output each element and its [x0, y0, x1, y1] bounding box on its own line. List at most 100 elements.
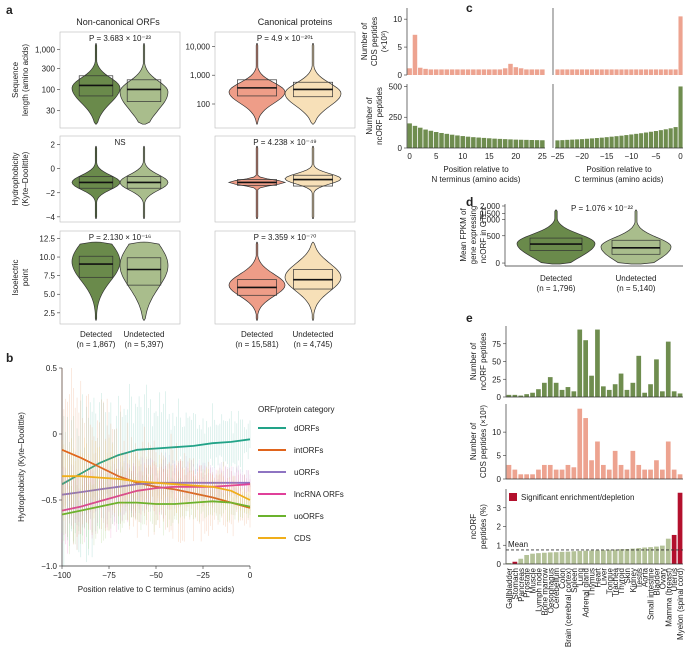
e-bottom-bar-28 [671, 534, 677, 564]
c-bottom-right-bar-13 [619, 135, 624, 148]
e-ylabel-line: peptides (%) [479, 504, 488, 549]
c-top-left-bar-25 [540, 69, 545, 75]
e-bottom-bar-27 [665, 538, 671, 564]
b-legend-label-uORFs: uORFs [294, 468, 319, 477]
e-bottom-bar-4 [530, 553, 535, 564]
c-left-xtick-5: 25 [538, 152, 547, 161]
c-top-right-bar-11 [609, 69, 614, 75]
c-top-right-bar-12 [614, 69, 619, 75]
e-mid-bar-9 [559, 469, 565, 479]
c-bottom-left-bar-15 [487, 138, 492, 148]
a-pvalue-right-r1: P = 4.238 × 10⁻⁴⁹ [253, 138, 316, 147]
a-ytick-label-r0-1: 300 [42, 64, 56, 73]
a-frame-r0-c0 [59, 31, 181, 129]
c-bottom-left-bar-14 [481, 137, 487, 148]
e-category-label-18: Trachea [611, 567, 620, 597]
a-ylabel-r0: Sequencelength (amino acids) [11, 44, 30, 116]
e-category-label-13: Adrenal gland [582, 568, 591, 617]
e-mid-bar-22 [636, 464, 642, 479]
c-bottom-left-bar-1 [412, 125, 418, 148]
e-top-bar-27 [665, 341, 671, 397]
c-top-right-bar-0 [555, 69, 560, 75]
b-xtick-label-3: −25 [196, 571, 210, 580]
b-series-line-lncRNA [61, 483, 251, 512]
c-right-xtick-2: −15 [600, 152, 614, 161]
a-r0-c0-g1-violin [119, 43, 169, 125]
e-mid-ylabel: Number ofCDS peptides (×10³) [469, 405, 488, 478]
e-top-bar-3 [524, 394, 529, 397]
e-mid-bar-25 [654, 460, 659, 479]
e-category-label-3: Prostate [523, 567, 532, 597]
c-ylabel-line: CDS peptides [370, 17, 379, 66]
e-bottom-bar-21 [630, 548, 636, 564]
c-bottom-left-bar-24 [534, 140, 540, 148]
a-r0-c1-g1-violin [284, 43, 342, 125]
e-mid-bar-28 [671, 469, 677, 479]
e-top-bar-7 [547, 377, 553, 397]
a-frame-r1-c1 [214, 135, 356, 223]
c-top-right-bar-24 [673, 69, 678, 75]
a-ylabel-line: (Kyte–Doolittle) [21, 151, 30, 206]
c-top-right-bar-1 [560, 69, 565, 75]
e-top-bar-25 [654, 359, 659, 397]
a-ylabel-line: Hydrophobicity [11, 153, 20, 206]
a-ytick-label-r1-0: 2 [51, 141, 56, 150]
e-top-bar-9 [559, 389, 565, 397]
b-xlabel: Position relative to C terminus (amino a… [78, 585, 235, 594]
e-top-bar-16 [601, 386, 606, 397]
a-group-right-0: Detected [241, 330, 273, 339]
c-bottom-ytick-label-0: 500 [389, 82, 403, 91]
c-top-right-bar-2 [565, 69, 570, 75]
panel-b-line: −100 −75 −50 −25 0 0.5 0 −0.5 −1.0 Hydrophobicity… [17, 364, 344, 594]
e-bottom-ytick-label-3: 0 [497, 560, 502, 569]
c-bottom-ytick-label-1: 250 [389, 113, 403, 122]
e-bottom-bar-1 [512, 561, 518, 564]
e-bottom-ytick-label-2: 1 [497, 541, 502, 550]
c-top-right-bar-16 [634, 69, 639, 75]
a-ylabel-line: length (amino acids) [21, 44, 30, 116]
e-top-bar-28 [671, 391, 677, 397]
e-category-label-23: Aorta [641, 567, 650, 587]
e-mid-bar-21 [630, 450, 636, 479]
c-top-right-bar-15 [629, 69, 634, 75]
c-left-xlabel-0: Position relative to [443, 165, 509, 174]
e-mid-bar-2 [518, 474, 524, 479]
a-r2-c0-g0-box [78, 255, 114, 278]
c-right-xtick-1: −20 [575, 152, 589, 161]
e-top-bar-22 [636, 355, 642, 397]
e-category-label-15: Heart [594, 567, 603, 587]
e-mid-bar-0 [506, 464, 512, 479]
c-top-left-bar-22 [524, 69, 529, 75]
c-top-right-bar-4 [575, 69, 580, 75]
e-category-label-19: Thyroid [617, 568, 626, 595]
e-bottom-bar-14 [589, 550, 594, 564]
c-bottom-left-bar-4 [428, 130, 434, 148]
e-bottom-bar-17 [606, 549, 612, 564]
c-top-left-bar-21 [518, 68, 524, 75]
a-ylabel-r1: Hydrophobicity(Kyte–Doolittle) [11, 151, 30, 206]
c-top-left-bar-11 [465, 69, 471, 75]
e-legend-swatch [509, 493, 517, 501]
a-n-right-1: (n = 4,745) [294, 340, 333, 349]
a-r2-c1-g1-violin [284, 241, 342, 321]
a-r2-c1-g0-violin [228, 241, 286, 321]
a-ytick-right-label-r0-1: 1,000 [190, 71, 211, 80]
e-mean-label: Mean [508, 540, 528, 549]
c-bottom-left-bar-2 [418, 127, 423, 148]
c-left-xtick-0: 0 [407, 152, 412, 161]
c-bottom-right-bar-11 [609, 136, 614, 148]
c-top-right-bar-17 [639, 69, 644, 75]
a-n-left-1: (n = 5,397) [125, 340, 164, 349]
e-bottom-bar-0 [506, 563, 512, 564]
a-r2-c0-g0-violin [71, 241, 121, 321]
a-frame-r2-c1 [214, 230, 356, 325]
b-ytick-label-1: 0 [53, 430, 58, 439]
c-right-xlabel-0: Position relative to [586, 165, 652, 174]
e-bottom-bar-6 [542, 552, 547, 564]
e-category-label-5: Lymph node [535, 567, 544, 611]
c-bottom-left-bar-16 [492, 138, 497, 148]
a-frame-r0-c1 [214, 31, 356, 129]
